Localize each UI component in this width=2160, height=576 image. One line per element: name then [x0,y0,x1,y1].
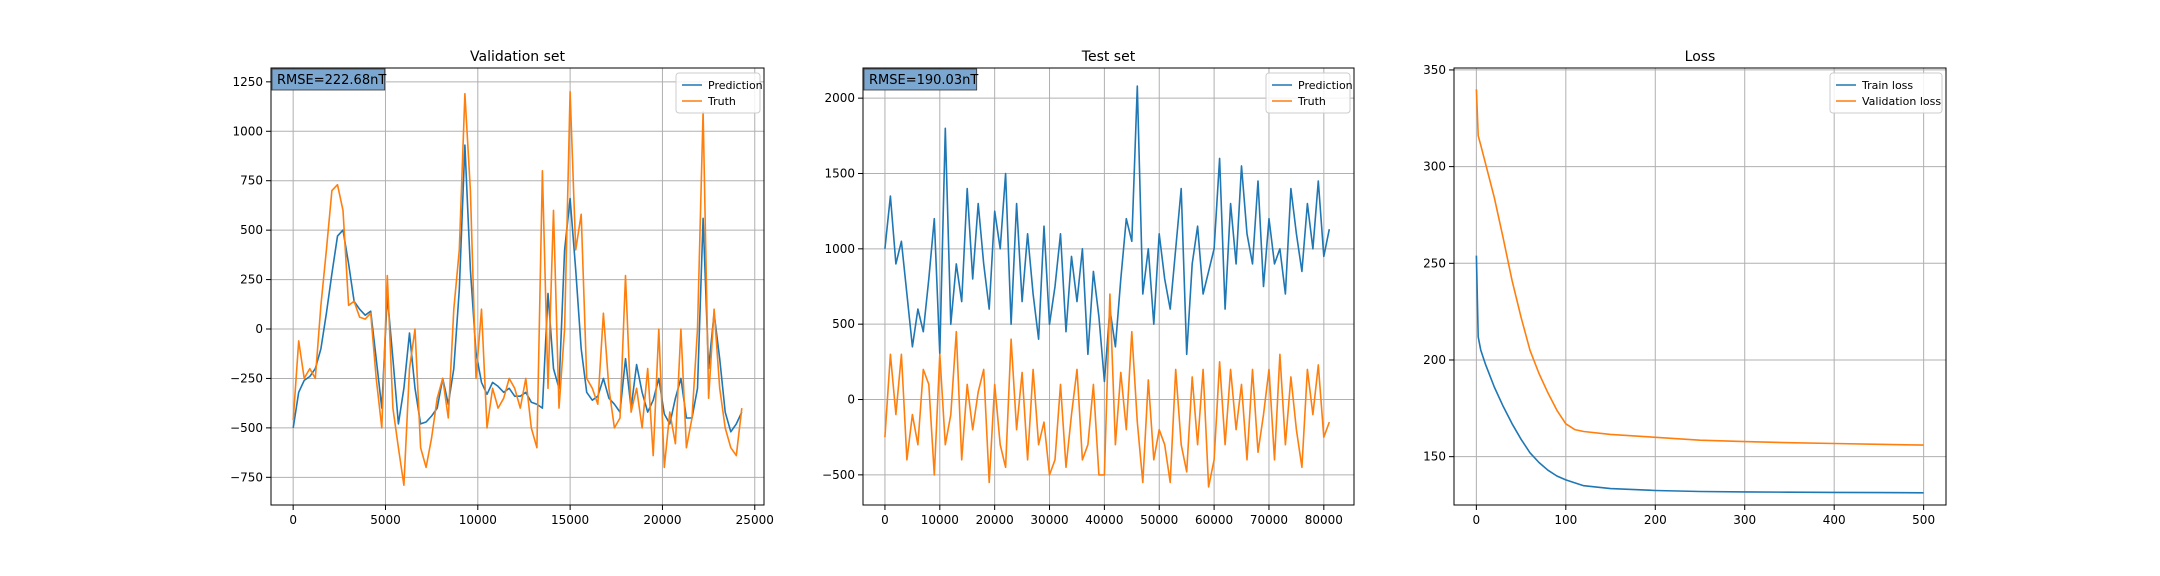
test-series-truth-line [884,293,1331,488]
plot-frame-validation [270,67,765,506]
series-validation [292,90,743,487]
validation-xtick-label-1: 5000 [370,513,401,527]
validation-ytick-label-1: −500 [230,421,263,435]
test-xtick-label-7: 70000 [1250,513,1288,527]
rmse-label-test: RMSE=190.03nT [869,73,978,88]
loss-legend-label-validation-loss: Validation loss [1862,95,1941,108]
validation-xtick-label-3: 15000 [551,513,589,527]
ticks-validation: 0 5000 10000 15000 20000 25000 −750 −500 −250 0 25… [230,75,774,527]
legend-loss: Train loss Validation loss [1829,72,1943,114]
test-xtick-label-4: 40000 [1085,513,1123,527]
loss-ytick-label-1: 200 [1423,353,1446,367]
test-ytick-label-3: 1000 [824,242,855,256]
validation-ytick-label-0: −750 [230,470,263,484]
validation-series-truth-line [292,90,743,487]
loss-xtick-label-0: 0 [1473,513,1481,527]
validation-ytick-label-3: 0 [255,322,263,336]
chart-title-test: Test set [1081,49,1136,65]
test-series-prediction-line [884,85,1331,383]
validation-ytick-label-4: 250 [240,273,263,287]
ticks-loss: 0 100 200 300 400 500 150 200 250 300 350 [1423,63,1935,527]
validation-ytick-label-8: 1250 [232,75,263,89]
test-ytick-label-4: 1500 [824,166,855,180]
loss-ytick-label-4: 350 [1423,63,1446,77]
rmse-box-bg-validation [271,68,386,91]
test-ytick-label-5: 2000 [824,91,855,105]
validation-ytick-label-2: −250 [230,371,263,385]
legend-validation: Prediction Truth [675,72,763,114]
chart-title-validation: Validation set [470,49,565,65]
loss-legend-frame [1829,72,1943,114]
validation-legend-frame [675,72,761,114]
loss-xtick-label-5: 500 [1912,513,1935,527]
chart-title-loss: Loss [1685,49,1716,65]
validation-ytick-label-7: 1000 [232,124,263,138]
grid-loss [1454,68,1946,505]
test-xtick-label-5: 50000 [1140,513,1178,527]
panel-loss: 0 100 200 300 400 500 150 200 250 300 350 Loss Tra… [1423,49,1947,527]
loss-ytick-label-3: 300 [1423,160,1446,174]
rmse-box-test: RMSE=190.03nT [863,68,978,91]
rmse-box-bg-test [863,68,978,91]
rmse-box-validation: RMSE=222.68nT [271,68,386,91]
loss-ytick-label-0: 150 [1423,450,1446,464]
test-ytick-label-0: −500 [822,468,855,482]
plot-frame-test [862,67,1355,506]
validation-xtick-label-5: 25000 [736,513,774,527]
validation-ytick-label-5: 500 [240,223,263,237]
series-loss [1475,89,1924,494]
test-xtick-label-6: 60000 [1195,513,1233,527]
test-legend-label-prediction: Prediction [1298,79,1353,92]
test-legend-frame [1265,72,1351,114]
test-legend-label-truth: Truth [1297,95,1326,108]
validation-legend-label-prediction: Prediction [708,79,763,92]
test-xtick-label-2: 20000 [976,513,1014,527]
validation-ytick-label-6: 750 [240,174,263,188]
series-test [884,85,1331,488]
validation-xtick-label-0: 0 [289,513,297,527]
validation-xtick-label-4: 20000 [643,513,681,527]
test-xtick-label-1: 10000 [921,513,959,527]
panel-validation-set: 0 5000 10000 15000 20000 25000 −750 −500 −250 0 25… [230,49,774,527]
test-ytick-label-1: 0 [847,393,855,407]
loss-xtick-label-1: 100 [1554,513,1577,527]
test-xtick-label-3: 30000 [1030,513,1068,527]
loss-ytick-label-2: 250 [1423,256,1446,270]
legend-test: Prediction Truth [1265,72,1353,114]
plot-frame-loss [1453,67,1947,506]
loss-series-validation-loss-line [1475,89,1924,446]
test-xtick-label-8: 80000 [1305,513,1343,527]
panel-test-set: 0 10000 20000 30000 40000 50000 60000 70000 8000… [822,49,1355,527]
grid-validation [271,68,764,505]
loss-xtick-label-3: 300 [1733,513,1756,527]
loss-xtick-label-2: 200 [1644,513,1667,527]
loss-series-train-loss-line [1475,255,1924,494]
ticks-test: 0 10000 20000 30000 40000 50000 60000 70000 8000… [822,91,1343,527]
test-xtick-label-0: 0 [881,513,889,527]
rmse-label-validation: RMSE=222.68nT [277,73,386,88]
validation-xtick-label-2: 10000 [459,513,497,527]
loss-xtick-label-4: 400 [1823,513,1846,527]
validation-legend-label-truth: Truth [707,95,736,108]
test-ytick-label-2: 500 [832,317,855,331]
loss-legend-label-train-loss: Train loss [1861,79,1913,92]
